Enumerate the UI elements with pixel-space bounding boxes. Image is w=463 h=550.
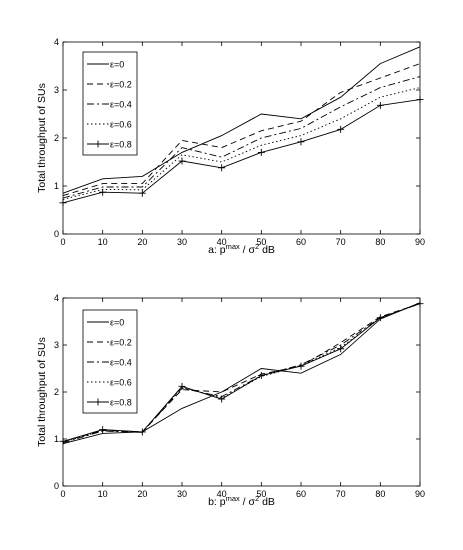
x-tick-label: 70	[336, 237, 346, 247]
x-tick-label: 0	[60, 489, 65, 499]
x-tick-label: 40	[217, 489, 227, 499]
legend: ε=0 ε=0.2 ε=0.4 ε=0.6 ε=0.8	[82, 51, 138, 156]
x-tick-label: 60	[296, 489, 306, 499]
series-line-1	[62, 46, 421, 194]
y-tick-label: 3	[54, 85, 59, 95]
legend-label: ε=0.4	[110, 100, 132, 110]
series-line-3	[62, 76, 421, 199]
y-tick-label: 4	[54, 37, 59, 47]
data-point	[218, 164, 226, 172]
legend-label: ε=0.8	[110, 140, 132, 150]
y-tick-label: 2	[54, 133, 59, 143]
y-tick-label: 3	[54, 340, 59, 350]
chart-1: 0 10 20 30 40 50 60 70 80 90 0 1 2 3 4 Total throughput…	[36, 37, 425, 256]
legend-label: ε=0.4	[110, 358, 132, 368]
y-tick-label: 1	[54, 434, 59, 444]
x-tick-label: 90	[415, 237, 425, 247]
series-line-5	[62, 99, 421, 204]
y-axis-label: Total throughput of SUs	[36, 337, 48, 447]
y-tick-label: 0	[54, 481, 59, 491]
y-tick-label: 4	[54, 293, 59, 303]
data-point	[297, 362, 305, 370]
data-point	[59, 199, 67, 207]
legend-marker	[94, 140, 102, 148]
x-axis-label: b: pmax / σ2 dB	[208, 494, 275, 508]
data-point	[138, 428, 146, 436]
data-point	[416, 96, 424, 104]
x-tick-label: 20	[137, 237, 147, 247]
y-tick-label: 0	[54, 229, 59, 239]
legend-marker	[94, 398, 102, 406]
legend-label: ε=0.8	[110, 398, 132, 408]
x-tick-label: 70	[336, 489, 346, 499]
data-point	[257, 372, 265, 380]
y-axis-label: Total throughput of SUs	[36, 83, 48, 193]
x-tick-label: 50	[256, 237, 266, 247]
data-point	[416, 300, 424, 308]
data-point	[376, 314, 384, 322]
x-tick-label: 10	[98, 489, 108, 499]
x-tick-label: 80	[375, 237, 385, 247]
legend-label: ε=0.6	[110, 378, 132, 388]
legend-label: ε=0	[110, 60, 124, 70]
data-point	[337, 125, 345, 133]
data-point	[99, 188, 107, 196]
x-tick-label: 60	[296, 237, 306, 247]
data-point	[178, 382, 186, 390]
data-point	[218, 395, 226, 403]
x-tick-label: 10	[98, 237, 108, 247]
series-line-5	[62, 303, 421, 442]
x-tick-label: 90	[415, 489, 425, 499]
series-line-4	[62, 87, 421, 200]
data-point	[59, 437, 67, 445]
legend-label: ε=0.6	[110, 120, 132, 130]
legend-box	[82, 309, 138, 414]
data-point	[138, 189, 146, 197]
series-line-2	[62, 63, 421, 197]
data-point	[257, 148, 265, 156]
x-tick-label: 50	[256, 489, 266, 499]
x-tick-label: 0	[60, 237, 65, 247]
legend-box	[82, 51, 138, 156]
data-point	[99, 426, 107, 434]
y-tick-label: 2	[54, 387, 59, 397]
legend: ε=0 ε=0.2 ε=0.4 ε=0.6 ε=0.8	[82, 309, 138, 414]
legend-label: ε=0.2	[110, 80, 132, 90]
y-tick-label: 1	[54, 181, 59, 191]
series-line-1	[62, 302, 421, 445]
data-point	[297, 138, 305, 146]
chart-2: 0 10 20 30 40 50 60 70 80 90 0 1 2 3 4 Total throughput…	[36, 293, 425, 508]
data-point	[376, 101, 384, 109]
x-axis-label: a: pmax / σ2 dB	[208, 242, 275, 256]
x-tick-label: 30	[177, 489, 187, 499]
legend-label: ε=0.2	[110, 338, 132, 348]
x-tick-label: 20	[137, 489, 147, 499]
x-tick-label: 80	[375, 489, 385, 499]
data-point	[178, 157, 186, 165]
x-tick-label: 40	[217, 237, 227, 247]
x-tick-label: 30	[177, 237, 187, 247]
series-line-3	[62, 303, 421, 444]
data-point	[337, 345, 345, 353]
legend-label: ε=0	[110, 318, 124, 328]
